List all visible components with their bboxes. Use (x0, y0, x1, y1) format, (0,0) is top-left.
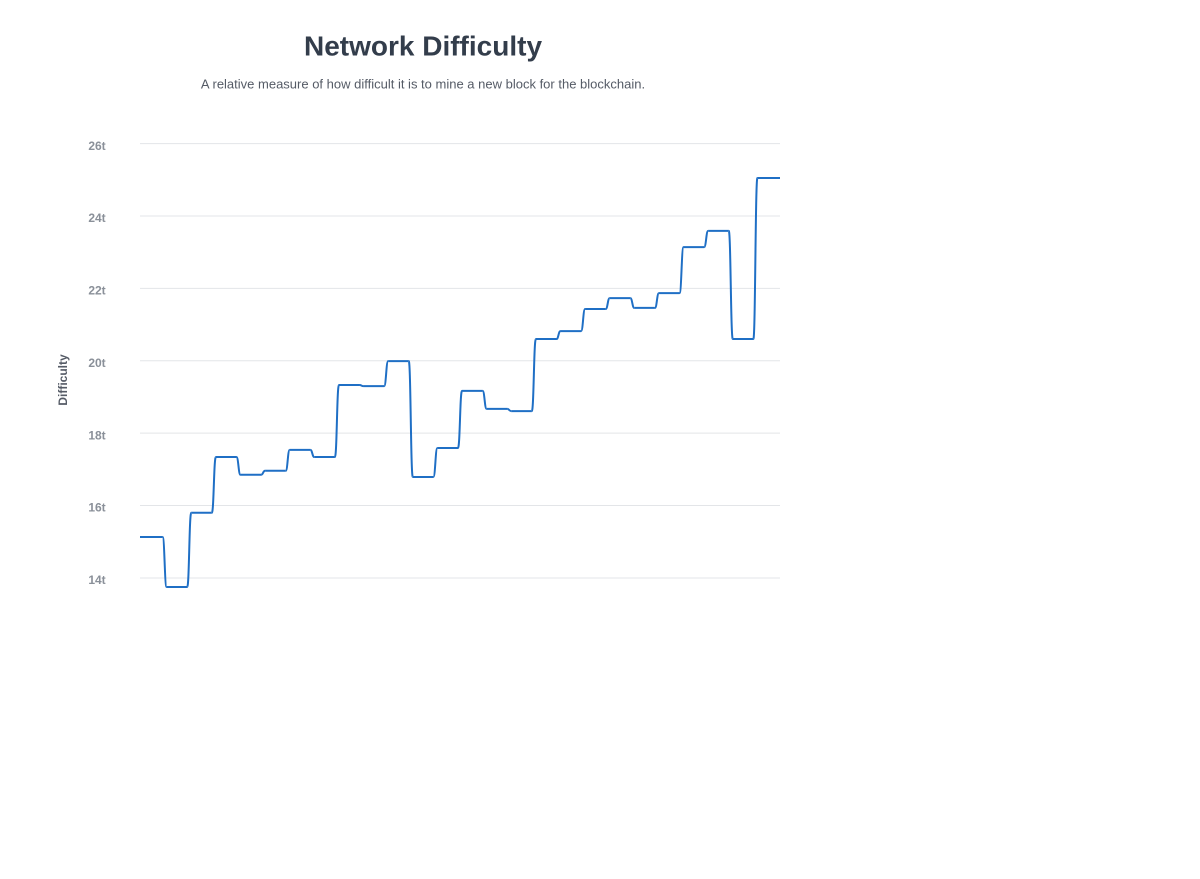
y-tick-label: 14t (88, 573, 105, 587)
chart-subtitle: A relative measure of how difficult it i… (201, 76, 645, 91)
y-tick-label: 22t (88, 284, 105, 298)
y-tick-label: 20t (88, 356, 105, 370)
y-axis-label: Difficulty (56, 354, 70, 406)
chart-title: Network Difficulty (304, 30, 542, 61)
step-riser (161, 176, 759, 588)
y-tick-label: 26t (88, 139, 105, 153)
y-tick-label: 24t (88, 211, 105, 225)
y-tick-label: 18t (88, 428, 105, 442)
y-tick-label: 16t (88, 501, 105, 515)
